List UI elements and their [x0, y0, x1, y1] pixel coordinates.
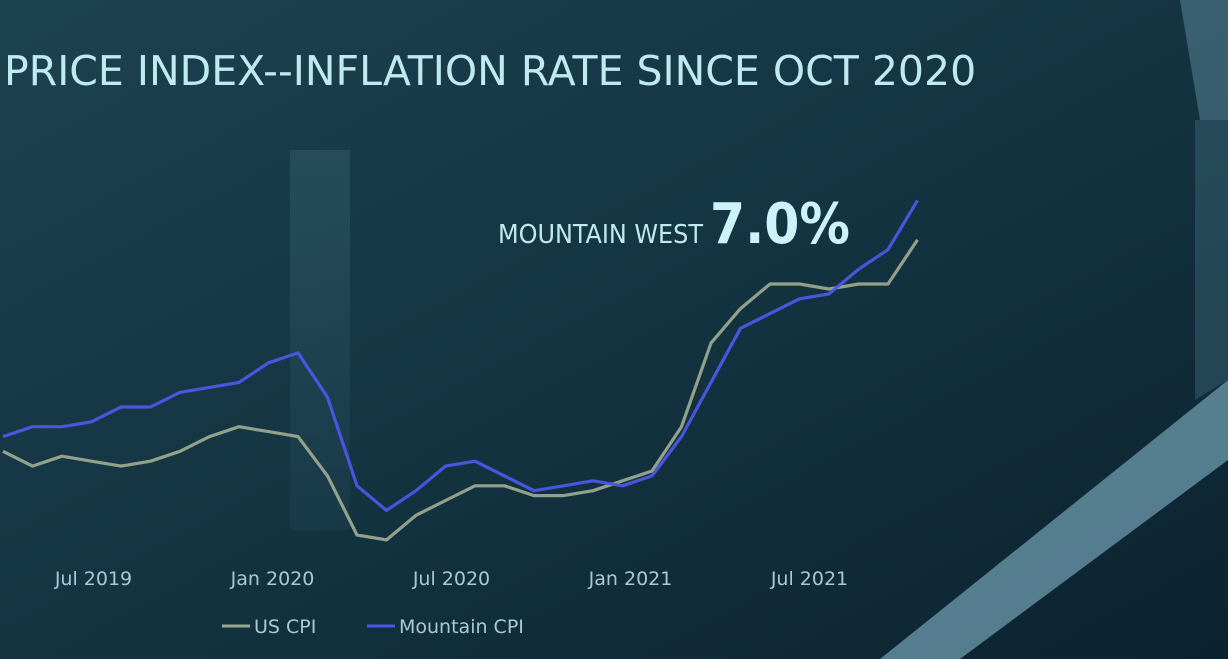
x-tick-label: Jan 2020	[230, 568, 315, 590]
x-tick-label: Jan 2021	[588, 568, 673, 590]
chart-title: PRICE INDEX--INFLATION RATE SINCE OCT 20…	[4, 47, 976, 95]
decor-band	[1180, 0, 1228, 120]
x-tick-label: Jul 2020	[412, 568, 490, 590]
x-tick-label: Jul 2021	[770, 568, 848, 590]
line-1	[2, 199, 919, 512]
legend-label: US CPI	[254, 616, 316, 638]
shaded-period	[290, 150, 350, 530]
decor-band	[1195, 120, 1228, 400]
legend-label: Mountain CPI	[399, 616, 524, 638]
line-0	[2, 238, 919, 542]
annotation-label: MOUNTAIN WEST	[498, 220, 704, 250]
annotation-value: 7.0%	[710, 192, 850, 257]
x-tick-label: Jul 2019	[54, 568, 132, 590]
decor-band	[880, 380, 1228, 659]
